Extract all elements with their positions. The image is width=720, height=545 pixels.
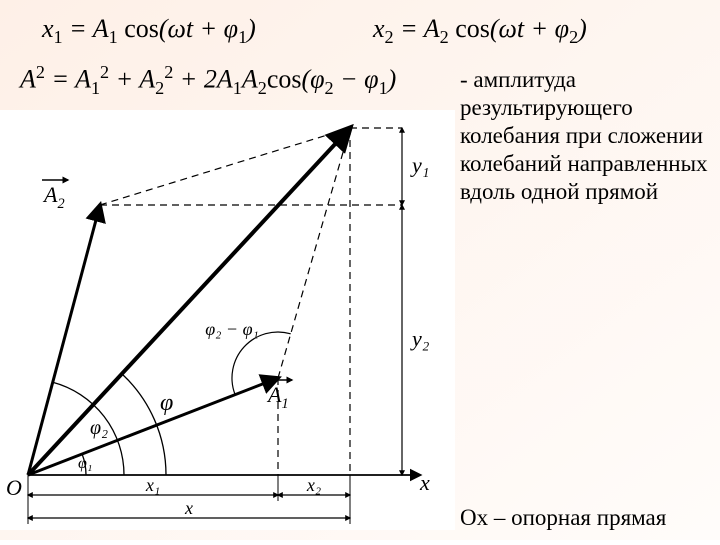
svg-text:φ₂: φ₂ (90, 417, 108, 439)
equation-x2: x2 = A2 cos(ωt + φ2) (373, 14, 587, 48)
equation-x1: x1 = A1 cos(ωt + φ1) (42, 14, 256, 48)
caption-amplitude: - амплитуда результирующего колебания пр… (460, 66, 715, 206)
svg-text:x: x (184, 498, 193, 518)
svg-text:x₁: x₁ (145, 475, 160, 495)
vector-diagram: x₁x₂xy₁y₂OxAA1A2φ₁φ₂φφ₂ − φ₁ (0, 110, 455, 530)
equation-amplitude: A2 = A12 + A22 + 2A1A2cos(φ2 − φ1) (20, 62, 396, 99)
svg-text:x: x (419, 470, 430, 495)
svg-text:y₂: y₂ (410, 326, 430, 351)
svg-text:φ₂ − φ₁: φ₂ − φ₁ (205, 319, 259, 339)
caption-axis: Ox – опорная прямая (460, 505, 666, 531)
svg-text:A: A (333, 110, 349, 113)
svg-text:φ: φ (160, 390, 173, 416)
svg-text:x₂: x₂ (306, 475, 321, 495)
svg-text:φ₁: φ₁ (78, 455, 92, 472)
svg-text:y₁: y₁ (410, 153, 429, 178)
svg-text:O: O (6, 475, 22, 500)
